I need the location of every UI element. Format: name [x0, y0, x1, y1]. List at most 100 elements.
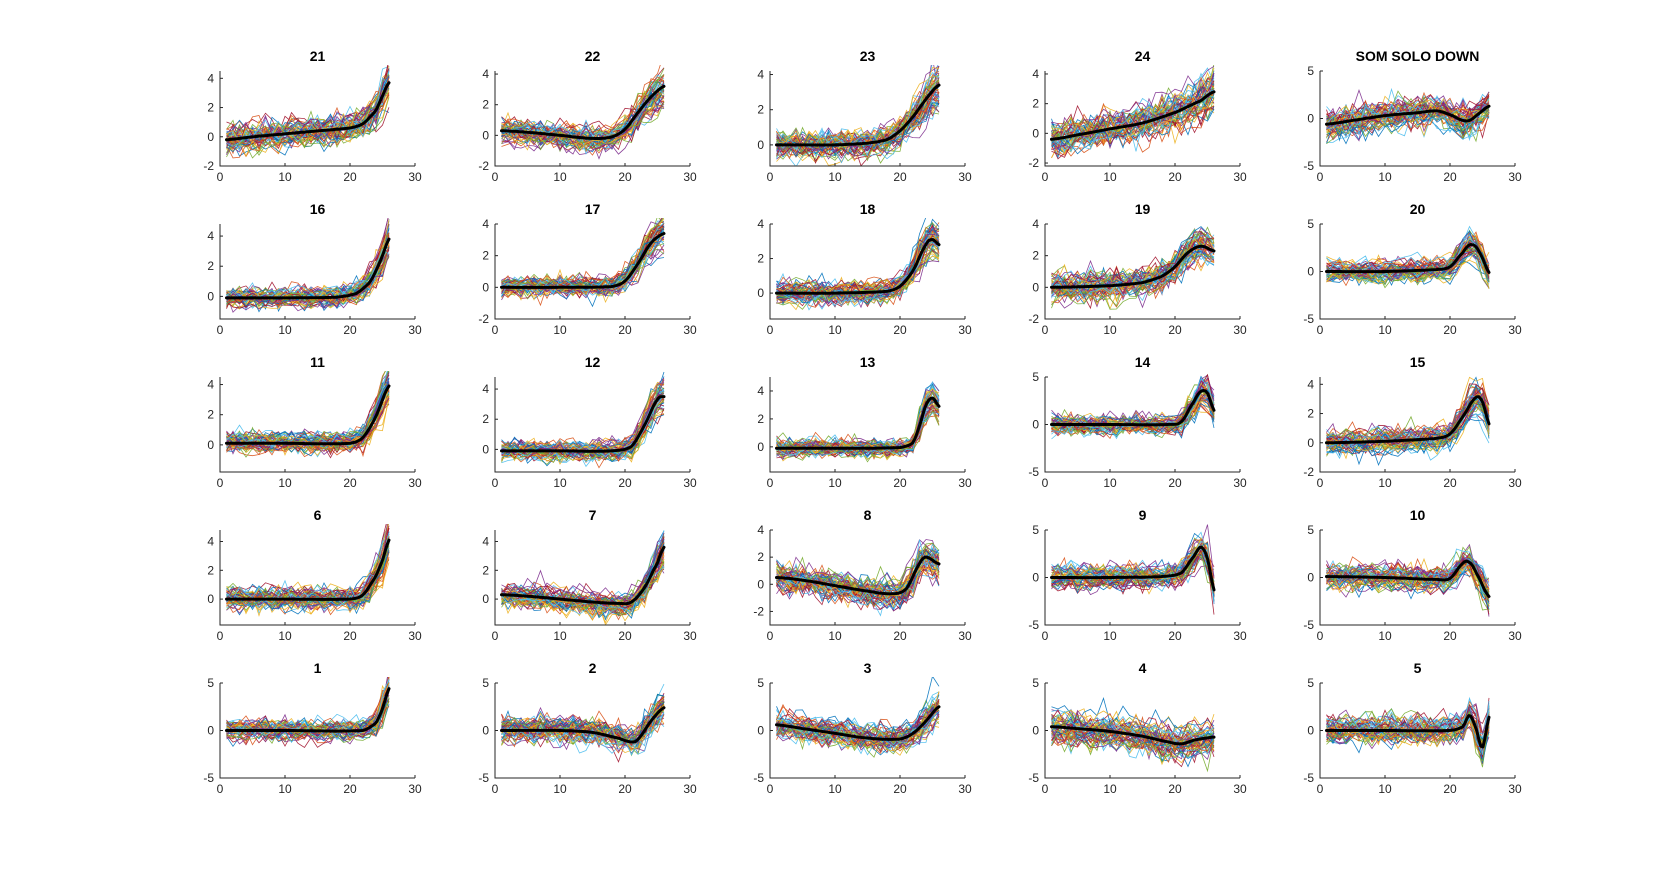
y-tick-label: -2	[478, 312, 489, 326]
x-tick-label: 20	[343, 170, 357, 184]
profile-lines	[501, 683, 665, 763]
profile-lines	[1326, 87, 1490, 145]
profile-line	[776, 260, 940, 304]
profile-line	[1326, 87, 1490, 121]
x-tick-label: 30	[958, 782, 972, 796]
profile-line	[1051, 524, 1215, 578]
mean-line	[1325, 104, 1491, 126]
x-tick-label: 0	[1317, 170, 1324, 184]
profile-line	[501, 88, 665, 137]
x-tick-label: 30	[958, 170, 972, 184]
y-tick-label: 0	[482, 724, 489, 738]
y-tick-label: 4	[482, 535, 489, 549]
y-tick-label: -5	[478, 771, 489, 785]
panel-title: 13	[860, 354, 876, 370]
profile-lines	[501, 371, 665, 469]
x-tick-label: 30	[1233, 323, 1247, 337]
x-tick-label: 30	[958, 323, 972, 337]
profile-line	[1326, 565, 1490, 590]
profile-lines	[1326, 225, 1490, 290]
profile-line	[776, 705, 940, 748]
x-tick-label: 20	[618, 170, 632, 184]
x-tick-label: 10	[1103, 170, 1117, 184]
y-tick-label: -5	[1028, 771, 1039, 785]
profile-line	[1051, 104, 1215, 158]
profile-line	[1326, 710, 1490, 743]
y-tick-label: 0	[482, 280, 489, 294]
profile-line	[226, 382, 390, 446]
y-tick-label: 5	[1032, 523, 1039, 537]
profile-line	[1326, 243, 1490, 282]
profile-line	[226, 76, 390, 154]
profile-line	[1051, 565, 1215, 596]
y-tick-label: -5	[1028, 465, 1039, 479]
y-tick-label: 2	[207, 259, 214, 273]
profile-line	[776, 703, 940, 747]
x-tick-label: 0	[1317, 476, 1324, 490]
profile-line	[226, 371, 388, 448]
cluster-panel-7: 0 10 20 30 0 2 4 18	[757, 201, 972, 337]
y-tick-label: 4	[207, 378, 214, 392]
x-tick-label: 20	[618, 782, 632, 796]
y-tick-label: 2	[482, 412, 489, 426]
x-tick-label: 0	[767, 170, 774, 184]
mean-line	[500, 395, 666, 453]
mean-line	[1325, 395, 1491, 445]
x-tick-label: 20	[1443, 476, 1457, 490]
x-tick-label: 10	[278, 782, 292, 796]
x-tick-label: 30	[958, 476, 972, 490]
profile-line	[1051, 716, 1215, 749]
x-tick-label: 20	[618, 629, 632, 643]
x-tick-label: 0	[217, 323, 224, 337]
panel-title: 19	[1135, 201, 1151, 217]
y-tick-label: 0	[1307, 265, 1314, 279]
cluster-panel-5: 0 10 20 30 0 2 4 16	[207, 201, 422, 337]
profile-line	[226, 691, 390, 748]
profile-line	[1051, 728, 1215, 761]
x-tick-label: 20	[893, 782, 907, 796]
x-tick-label: 10	[1378, 170, 1392, 184]
profile-line	[1051, 725, 1215, 768]
profile-line	[776, 406, 940, 455]
y-tick-label: 2	[482, 98, 489, 112]
x-tick-label: 0	[217, 170, 224, 184]
x-tick-label: 0	[492, 170, 499, 184]
profile-line	[501, 709, 665, 745]
profile-lines	[1051, 524, 1215, 615]
x-tick-label: 30	[683, 476, 697, 490]
x-tick-label: 10	[1103, 476, 1117, 490]
mean-line	[775, 238, 941, 295]
panel-title: 24	[1135, 48, 1151, 64]
y-tick-label: 5	[1307, 676, 1314, 690]
y-tick-label: 5	[757, 676, 764, 690]
x-tick-label: 0	[1317, 323, 1324, 337]
y-tick-label: 4	[1032, 67, 1039, 81]
x-tick-label: 30	[1508, 323, 1522, 337]
profile-line	[501, 698, 665, 755]
profile-line	[226, 83, 390, 142]
profile-line	[226, 524, 388, 602]
x-tick-label: 0	[1042, 782, 1049, 796]
x-tick-label: 0	[492, 782, 499, 796]
y-tick-label: -2	[753, 604, 764, 618]
x-tick-label: 0	[767, 323, 774, 337]
panel-title: 9	[1139, 507, 1147, 523]
profile-line	[776, 542, 940, 599]
profile-line	[1051, 235, 1215, 296]
profile-lines	[776, 381, 940, 463]
x-tick-label: 0	[767, 629, 774, 643]
x-tick-label: 30	[408, 476, 422, 490]
mean-line	[775, 705, 941, 741]
cluster-panel-10: 0 10 20 30 0 2 4 11	[207, 354, 422, 490]
panel-title: 16	[310, 201, 326, 217]
y-tick-label: 2	[482, 563, 489, 577]
profile-line	[226, 398, 390, 458]
mean-line	[1050, 545, 1216, 592]
y-tick-label: 0	[1307, 436, 1314, 450]
profile-line	[1326, 397, 1490, 466]
x-tick-label: 10	[1378, 323, 1392, 337]
y-tick-label: 5	[1032, 676, 1039, 690]
